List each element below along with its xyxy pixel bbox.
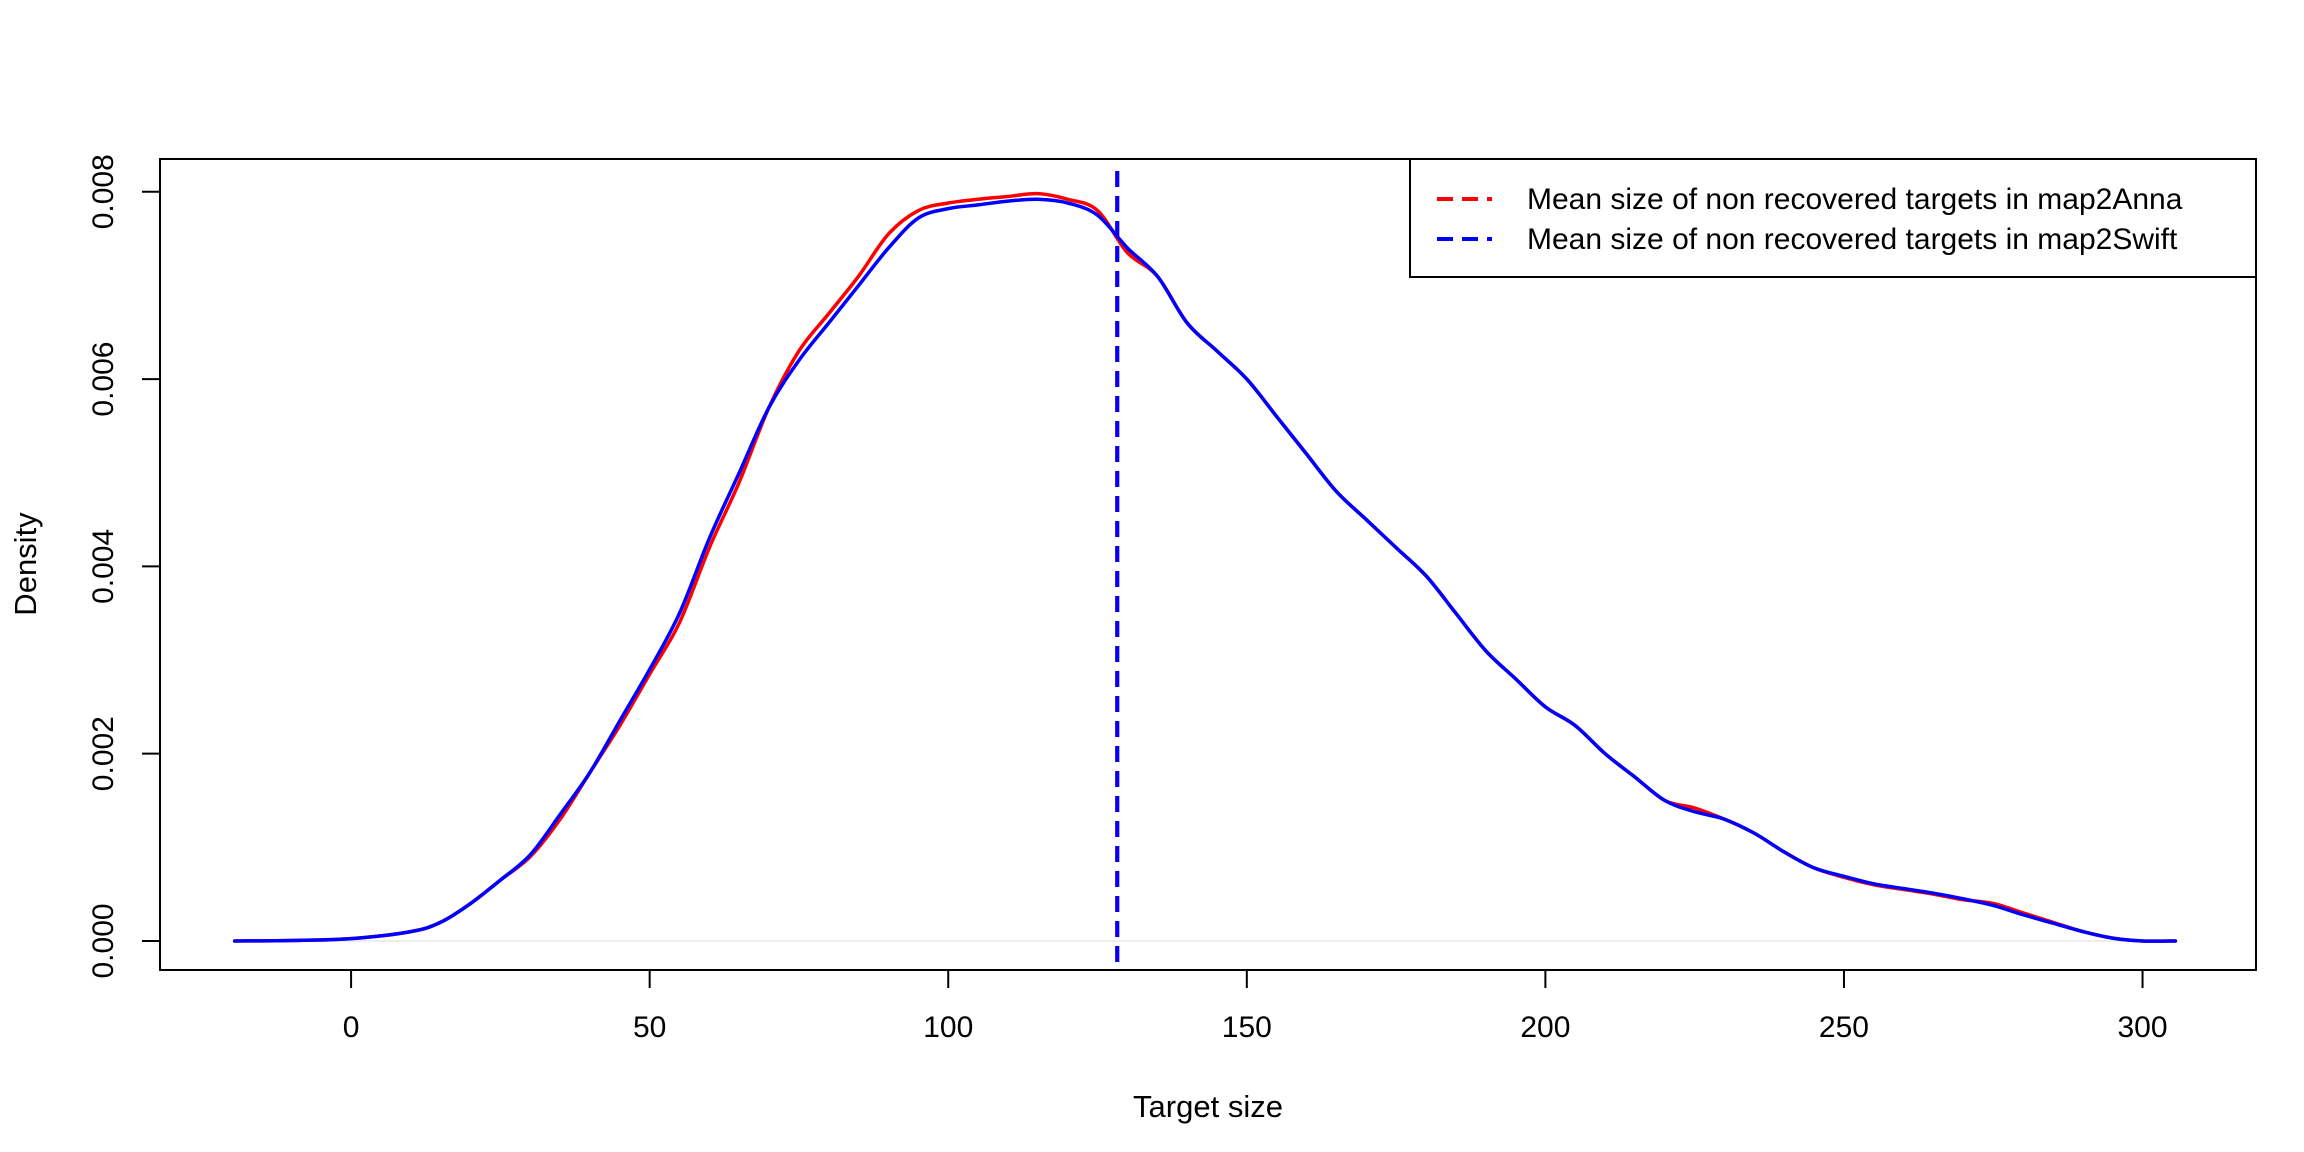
y-tick-label-2: 0.004 — [87, 529, 120, 604]
y-tick-label-3: 0.006 — [87, 342, 120, 417]
x-tick-label-300: 300 — [2118, 1011, 2168, 1044]
y-tick-label-1: 0.002 — [87, 716, 120, 791]
y-axis-label: Density — [8, 512, 43, 616]
x-axis-label: Target size — [1133, 1089, 1283, 1124]
y-tick-label-4: 0.008 — [87, 154, 120, 229]
x-tick-label-200: 200 — [1520, 1011, 1570, 1044]
legend-box — [1409, 158, 2257, 278]
y-axis: 0.000 0.002 0.004 0.006 0.008 — [87, 154, 161, 979]
x-tick-label-100: 100 — [923, 1011, 973, 1044]
series-layer — [232, 191, 2178, 943]
x-tick-label-0: 0 — [343, 1011, 360, 1044]
x-tick-label-150: 150 — [1222, 1011, 1272, 1044]
y-tick-label-0: 0.000 — [87, 903, 120, 978]
x-axis: 0 50 100 150 200 250 300 — [343, 969, 2168, 1044]
x-tick-label-50: 50 — [633, 1011, 666, 1044]
x-tick-label-250: 250 — [1819, 1011, 1869, 1044]
legend-label-0: Mean size of non recovered targets in ma… — [1527, 183, 2183, 216]
density-curve-1 — [232, 197, 2178, 943]
legend-label-1: Mean size of non recovered targets in ma… — [1527, 223, 2178, 256]
legend: Mean size of non recovered targets in ma… — [1409, 158, 2257, 278]
